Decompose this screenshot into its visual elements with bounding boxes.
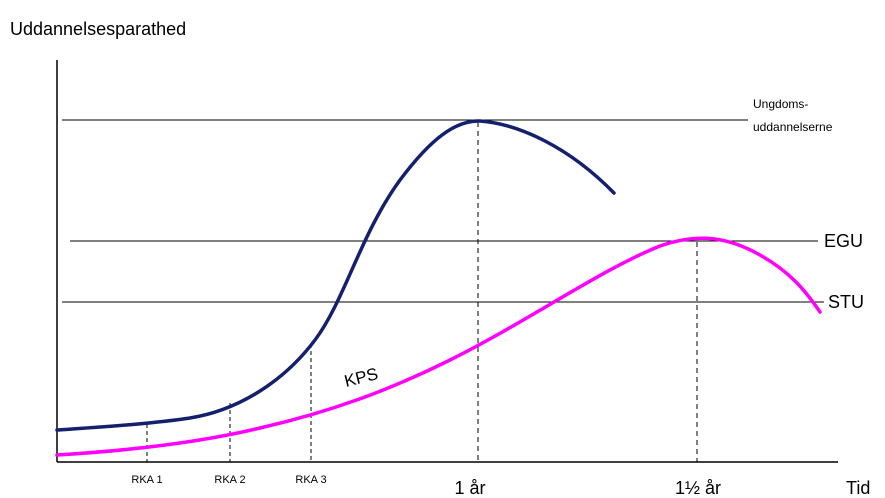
- year1-5-label: 1½ år: [675, 478, 721, 498]
- ungdomsuddannelserne-label-line1: Ungdoms-: [753, 97, 808, 111]
- diagram-title: Uddannelsesparathed: [10, 19, 186, 39]
- stu-label: STU: [828, 292, 864, 312]
- upper-readiness-curve: [55, 119, 616, 432]
- rka1-label: RKA 1: [131, 474, 162, 486]
- x-axis-label: Tid: [846, 478, 870, 498]
- kps-curve: [55, 236, 822, 457]
- year1-label: 1 år: [454, 478, 485, 498]
- egu-label: EGU: [824, 231, 863, 251]
- ungdomsuddannelserne-label-line2: uddannelserne: [753, 120, 833, 134]
- rka2-label: RKA 2: [214, 474, 245, 486]
- kps-label: KPS: [342, 364, 380, 391]
- rka3-label: RKA 3: [295, 474, 326, 486]
